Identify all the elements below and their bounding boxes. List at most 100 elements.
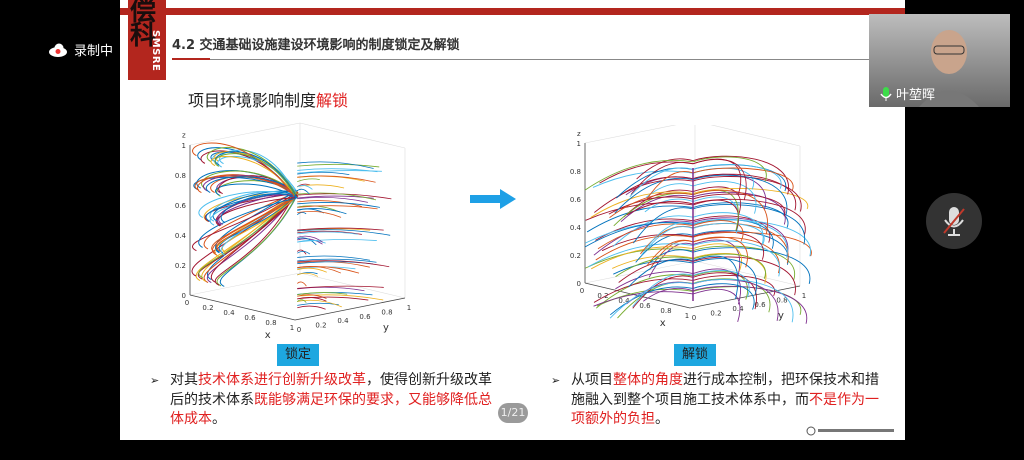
z-tick-label: 0 <box>577 280 581 288</box>
trajectory-curve <box>692 155 789 195</box>
trajectory-curve <box>608 196 694 215</box>
slide-subtitle: 项目环境影响制度解锁 <box>188 87 348 111</box>
trajectory-curve <box>197 197 296 280</box>
y-tick-label: 0 <box>297 326 301 334</box>
trajectory-curve <box>297 227 384 231</box>
bullet-segment: 。 <box>655 411 669 427</box>
y-tick-label: 0 <box>692 314 696 322</box>
trajectory-curve <box>297 211 342 218</box>
trajectory-curve <box>595 218 694 241</box>
trajectory-curve <box>297 170 382 174</box>
trajectory-curve <box>297 266 360 274</box>
bullet-arrow-icon: ➢ <box>150 374 160 387</box>
trajectory-curve <box>221 194 298 254</box>
bullet-segment: 整体的角度 <box>613 372 683 388</box>
trajectory-curve <box>692 219 788 258</box>
z-tick-label: 0.2 <box>570 252 581 260</box>
trajectory-curve <box>692 220 744 242</box>
trajectory-curve <box>297 267 327 273</box>
title-divider <box>172 59 905 60</box>
trajectory-curve <box>214 194 295 286</box>
x-tick-label: 1 <box>685 312 689 320</box>
x-tick-label: 0.8 <box>265 319 276 327</box>
title-divider-accent <box>172 58 210 60</box>
trajectory-curve <box>618 259 694 283</box>
trajectory-curve <box>692 279 794 323</box>
trajectory-curve <box>692 176 802 212</box>
z-tick-label: 0.8 <box>175 172 186 180</box>
x-tick-label: 0.2 <box>597 292 608 300</box>
trajectory-curve <box>584 159 694 191</box>
trajectory-curve <box>692 288 741 323</box>
mute-button[interactable] <box>926 193 982 249</box>
bullet-arrow-icon: ➢ <box>551 374 561 387</box>
trajectory-curve <box>692 247 811 285</box>
y-tick-label: 0.6 <box>754 301 766 309</box>
trajectory-curve <box>692 189 739 231</box>
trajectory-curve <box>297 285 384 289</box>
footer-logo <box>806 426 896 438</box>
trajectory-curve <box>636 158 694 180</box>
trajectory-curve <box>297 163 380 168</box>
recording-indicator[interactable]: 录制中 <box>48 40 113 59</box>
y-axis <box>294 297 406 321</box>
x-tick-label: 0 <box>580 287 584 295</box>
trajectory-curve <box>297 294 327 299</box>
cloud-icon <box>49 43 67 57</box>
slide-title: 4.2 交通基础设施建设环境影响的制度锁定及解锁 <box>172 38 460 53</box>
subtitle-highlight: 解锁 <box>316 91 349 110</box>
participant-video-tile[interactable]: 叶堃晖 <box>869 14 1010 107</box>
z-tick-label: 0.4 <box>175 232 187 240</box>
slide-top-bar <box>120 8 905 15</box>
recording-label: 录制中 <box>74 44 114 59</box>
trajectory-curve <box>692 245 796 280</box>
trajectory-curve <box>612 255 694 269</box>
y-tick-label: 0.4 <box>732 305 744 313</box>
bullet-segment: 既能够满足环保的要求，又能够降低总体成本 <box>170 391 492 428</box>
trajectory-curve <box>644 198 694 213</box>
unlocked-bullet: ➢ 从项目整体的角度进行成本控制，把环保技术和措施融入到整个项目施工技术体系中，而… <box>551 371 886 430</box>
z-tick-label: 0.6 <box>175 202 187 210</box>
trajectory-curve <box>297 178 320 182</box>
trajectory-curve <box>297 196 368 203</box>
logo-calligraphy: 偿科 <box>130 0 157 51</box>
trajectory-curve <box>297 208 347 215</box>
trajectory-curve <box>692 222 765 245</box>
trajectory-curve <box>692 253 766 279</box>
bullet-segment: 。 <box>212 411 226 427</box>
trajectory-curve <box>593 220 694 256</box>
bullet-segment: ，使得创新升级改革后的技术体系 <box>170 372 492 408</box>
trajectory-curve <box>692 255 739 300</box>
y-axis <box>689 285 801 309</box>
z-axis-label: z <box>182 132 186 140</box>
trajectory-curve <box>593 291 694 307</box>
trajectory-curve <box>692 258 758 295</box>
trajectory-curve <box>641 222 694 256</box>
trajectory-curve <box>297 294 384 301</box>
trajectory-curve <box>201 170 298 195</box>
x-tick-label: 0.6 <box>639 302 651 310</box>
trajectory-curve <box>692 156 767 182</box>
x-tick-label: 0.6 <box>244 314 256 322</box>
trajectory-curve <box>206 192 299 283</box>
participant-avatar <box>919 30 979 107</box>
trajectory-curve <box>593 278 694 303</box>
trajectory-curve <box>585 202 694 221</box>
subtitle-text: 项目环境影响制度 <box>188 91 317 110</box>
trajectory-curve <box>297 299 342 308</box>
trajectory-curve <box>296 212 307 215</box>
trajectory-curve <box>297 250 311 255</box>
trajectory-curve <box>648 242 694 278</box>
slide <box>120 0 905 440</box>
x-tick-label: 0.4 <box>223 309 235 317</box>
trajectory-curve <box>586 205 694 233</box>
trajectory-curve <box>216 194 298 226</box>
bullet-segment: 对其 <box>170 372 198 388</box>
trajectory-curve <box>692 212 764 246</box>
trajectory-curve <box>648 226 694 248</box>
page-indicator[interactable]: 1/21 <box>498 403 528 423</box>
trajectory-curve <box>591 246 694 270</box>
trajectory-curve <box>692 202 789 228</box>
trajectory-curve <box>212 190 294 222</box>
